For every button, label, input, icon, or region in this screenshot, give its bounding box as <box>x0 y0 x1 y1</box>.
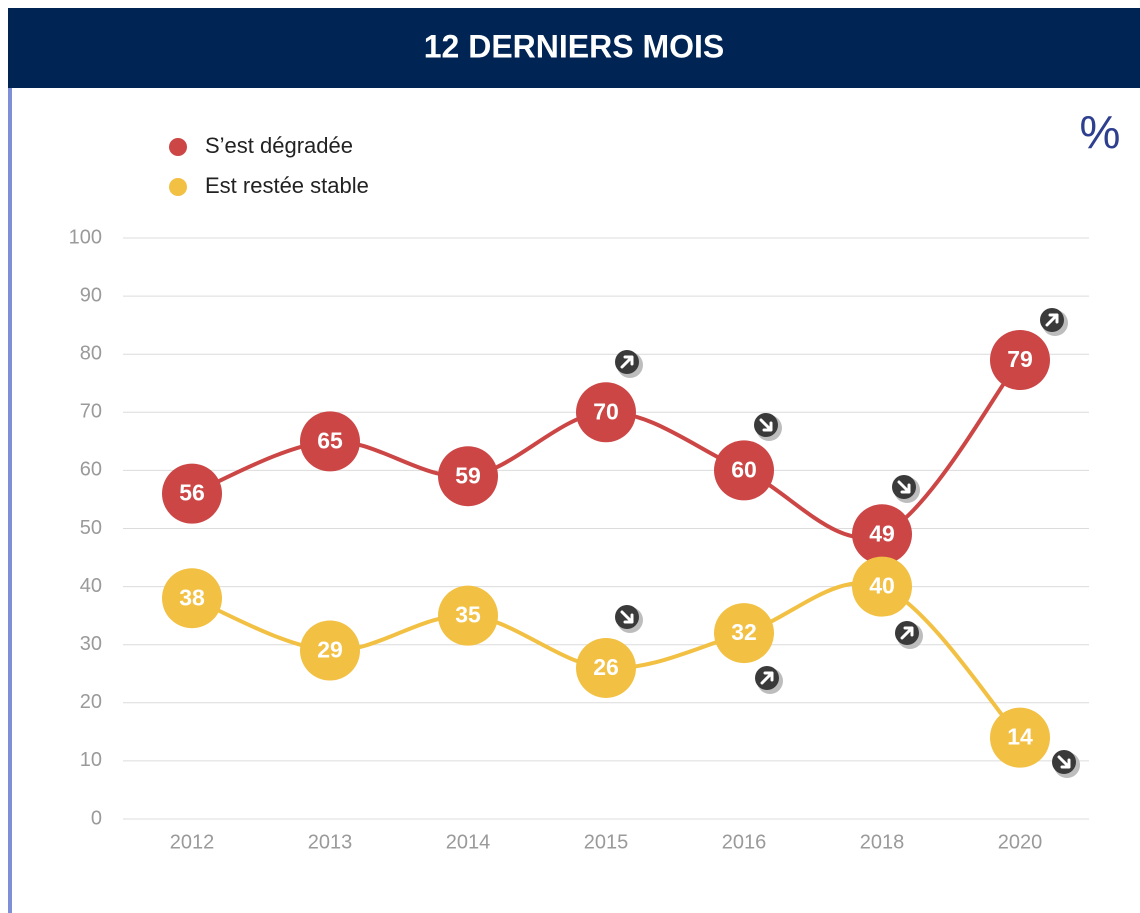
x-tick-label: 2013 <box>308 831 353 853</box>
x-tick-label: 2020 <box>998 831 1043 853</box>
y-tick-label: 90 <box>80 284 102 306</box>
data-point <box>300 411 360 472</box>
trend-arrow <box>895 621 923 649</box>
data-point <box>714 440 774 501</box>
trend-arrow <box>755 666 783 694</box>
arrow-glyph <box>760 671 774 685</box>
x-tick-label: 2015 <box>584 831 629 853</box>
x-tick-label: 2016 <box>722 831 767 853</box>
trend-arrow <box>1052 750 1080 778</box>
data-label: 40 <box>869 573 895 599</box>
y-tick-label: 50 <box>80 517 102 539</box>
data-point <box>714 603 774 664</box>
trend-arrow <box>615 350 643 378</box>
y-tick-label: 70 <box>80 401 102 423</box>
data-point <box>300 620 360 681</box>
arrow-glyph <box>620 355 634 369</box>
data-label: 29 <box>317 637 343 663</box>
y-tick-label: 60 <box>80 459 102 481</box>
data-label: 38 <box>179 584 205 610</box>
data-point <box>852 504 912 565</box>
data-label: 60 <box>731 456 757 482</box>
arrow-glyph <box>759 418 773 432</box>
data-label: 26 <box>593 654 619 680</box>
data-label: 79 <box>1007 346 1033 372</box>
legend-swatch <box>169 138 187 156</box>
data-label: 65 <box>317 427 343 453</box>
data-point <box>990 707 1050 768</box>
y-tick-label: 30 <box>80 633 102 655</box>
y-tick-label: 20 <box>80 691 102 713</box>
header-bar <box>8 8 1140 88</box>
trend-arrows <box>615 308 1080 778</box>
legend-label: S’est dégradée <box>205 133 353 158</box>
trend-arrow <box>615 605 643 633</box>
trend-arrow <box>754 413 782 441</box>
y-tick-label: 0 <box>91 807 102 829</box>
data-label: 56 <box>179 480 205 506</box>
y-tick-label: 80 <box>80 342 102 364</box>
x-tick-label: 2018 <box>860 831 905 853</box>
left-border <box>8 88 12 913</box>
data-point <box>438 585 498 646</box>
data-label: 14 <box>1007 724 1033 750</box>
arrow-glyph <box>1057 755 1071 769</box>
legend-swatch <box>169 178 187 196</box>
unit-label: % <box>1080 106 1121 158</box>
data-point <box>852 556 912 617</box>
arrow-glyph <box>620 610 634 624</box>
arrow-glyph <box>897 480 911 494</box>
chart-title: 12 DERNIERS MOIS <box>424 28 725 64</box>
y-tick-label: 100 <box>69 226 102 248</box>
data-point <box>162 463 222 524</box>
data-point <box>162 568 222 629</box>
arrow-glyph <box>1045 313 1059 327</box>
data-label: 49 <box>869 520 895 546</box>
y-tick-label: 40 <box>80 575 102 597</box>
data-label: 59 <box>455 462 481 488</box>
trend-arrow <box>1040 308 1068 336</box>
data-point <box>576 382 636 443</box>
trend-arrow <box>892 475 920 503</box>
legend-label: Est restée stable <box>205 173 369 198</box>
data-label: 70 <box>593 398 619 424</box>
arrow-glyph <box>900 626 914 640</box>
x-tick-label: 2014 <box>446 831 491 853</box>
data-label: 32 <box>731 619 757 645</box>
data-point <box>990 330 1050 391</box>
data-point <box>438 446 498 507</box>
data-point <box>576 637 636 698</box>
y-tick-label: 10 <box>80 749 102 771</box>
x-tick-label: 2012 <box>170 831 215 853</box>
data-label: 35 <box>455 602 481 628</box>
